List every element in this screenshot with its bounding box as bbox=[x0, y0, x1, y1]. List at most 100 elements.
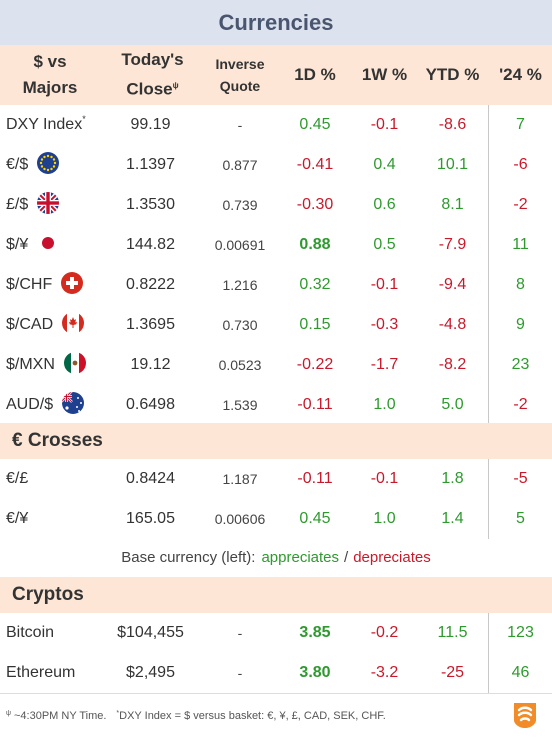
table-row: £/$ 1.3530 0.739 -0.30 0.6 8.1 -2 bbox=[0, 185, 552, 225]
crosses-section-header: € Crosses bbox=[0, 423, 552, 459]
col-header-1w: 1W % bbox=[361, 65, 408, 84]
row-label: AUD/$ bbox=[6, 396, 54, 413]
change-2024: 123 bbox=[507, 624, 534, 641]
inverse-value: 1.216 bbox=[222, 277, 258, 293]
change-1w: -3.2 bbox=[370, 664, 399, 681]
table-row: Ethereum $2,495 - 3.80 -3.2 -25 46 bbox=[0, 653, 552, 693]
close-value: 0.8222 bbox=[126, 276, 175, 293]
footer-note: ψ ~4:30PM NY Time. * DXY Index = $ versu… bbox=[6, 709, 386, 723]
canada-flag-icon bbox=[61, 311, 85, 340]
inverse-value: 1.187 bbox=[222, 471, 258, 487]
change-2024: -2 bbox=[513, 196, 528, 213]
change-2024: -2 bbox=[513, 396, 528, 413]
change-1d: 3.80 bbox=[299, 664, 331, 681]
table-row: $/MXN 19.12 0.0523 -0.22 -1.7 -8.2 23 bbox=[0, 345, 552, 385]
change-ytd: -9.4 bbox=[438, 276, 467, 293]
row-label: $/CHF bbox=[6, 276, 53, 293]
change-ytd: -4.8 bbox=[438, 316, 467, 333]
table-row: €/$ 1.1397 0.877 -0.41 0.4 10.1 -6 bbox=[0, 145, 552, 185]
inverse-value: 0.739 bbox=[222, 197, 258, 213]
change-2024: 23 bbox=[511, 356, 530, 373]
change-1d: -0.11 bbox=[297, 396, 333, 413]
mexico-flag-icon bbox=[63, 351, 87, 380]
close-value: 0.6498 bbox=[126, 396, 175, 413]
inverse-value: 0.00606 bbox=[214, 511, 266, 527]
cryptos-section-header: Cryptos bbox=[0, 577, 552, 613]
appreciates-label: appreciates bbox=[261, 548, 340, 566]
row-label: €/£ bbox=[6, 470, 29, 487]
inverse-value: 0.730 bbox=[222, 317, 258, 333]
japan-flag-icon bbox=[36, 231, 60, 260]
change-1w: 0.4 bbox=[373, 156, 396, 173]
change-ytd: 10.1 bbox=[436, 156, 469, 173]
change-1w: 0.6 bbox=[373, 196, 396, 213]
row-label: $/MXN bbox=[6, 356, 55, 373]
close-value: 99.19 bbox=[130, 116, 171, 133]
change-1d: 0.15 bbox=[299, 316, 331, 333]
depreciates-label: depreciates bbox=[353, 548, 431, 566]
australia-flag-icon bbox=[61, 391, 85, 420]
change-ytd: 11.5 bbox=[437, 624, 468, 641]
table-row: €/£ 0.8424 1.187 -0.11 -0.1 1.8 -5 bbox=[0, 459, 552, 499]
change-ytd: 5.0 bbox=[441, 396, 464, 413]
change-1d: 0.45 bbox=[299, 116, 331, 133]
close-value: 1.3530 bbox=[126, 196, 175, 213]
table-row: $/CHF 0.8222 1.216 0.32 -0.1 -9.4 8 bbox=[0, 265, 552, 305]
close-value: $2,495 bbox=[126, 664, 175, 681]
change-ytd: -25 bbox=[440, 664, 465, 681]
row-label: DXY Index bbox=[6, 116, 83, 133]
close-value: 19.12 bbox=[130, 356, 171, 373]
row-label: $/¥ bbox=[6, 236, 29, 253]
change-2024: 9 bbox=[516, 316, 525, 333]
change-1d: 0.32 bbox=[299, 276, 331, 293]
change-1d: 0.88 bbox=[299, 236, 331, 253]
change-1w: -0.1 bbox=[370, 116, 399, 133]
change-ytd: 1.8 bbox=[441, 470, 464, 487]
legend-note: Base currency (left): appreciates / depr… bbox=[121, 548, 431, 566]
close-value: 1.1397 bbox=[126, 156, 175, 173]
change-1d: -0.22 bbox=[296, 356, 334, 373]
row-label: $/CAD bbox=[6, 316, 54, 333]
column-divider bbox=[488, 459, 489, 539]
row-label: €/$ bbox=[6, 156, 29, 173]
col-header-24: '24 % bbox=[499, 65, 542, 84]
change-2024: 8 bbox=[516, 276, 525, 293]
table-row: $/CAD 1.3695 0.730 0.15 -0.3 -4.8 9 bbox=[0, 305, 552, 345]
row-label: Ethereum bbox=[6, 664, 76, 681]
change-1w: -0.1 bbox=[370, 470, 399, 487]
column-divider bbox=[488, 105, 489, 425]
inverse-value: 0.0523 bbox=[218, 357, 262, 373]
col-header-inverse: Inverse Quote bbox=[215, 56, 265, 94]
col-header-close: Today's Closeψ bbox=[121, 50, 184, 99]
change-1w: 1.0 bbox=[373, 510, 396, 527]
change-2024: 5 bbox=[516, 510, 525, 527]
uk-flag-icon bbox=[36, 191, 60, 220]
change-2024: -6 bbox=[513, 156, 528, 173]
close-value: 144.82 bbox=[126, 236, 175, 253]
table-row: €/¥ 165.05 0.00606 0.45 1.0 1.4 5 bbox=[0, 499, 552, 539]
change-2024: -5 bbox=[513, 470, 528, 487]
close-value: $104,455 bbox=[117, 624, 184, 641]
change-1d: 3.85 bbox=[299, 624, 331, 641]
row-label: Bitcoin bbox=[6, 624, 55, 641]
change-1w: -0.1 bbox=[370, 276, 399, 293]
col-header-name: $ vs Majors bbox=[22, 52, 78, 97]
brand-logo-icon bbox=[510, 700, 540, 730]
close-value: 1.3695 bbox=[126, 316, 175, 333]
change-1d: 0.45 bbox=[299, 510, 331, 527]
table-row: Bitcoin $104,455 - 3.85 -0.2 11.5 123 bbox=[0, 613, 552, 653]
row-label: €/¥ bbox=[6, 510, 29, 527]
table-row: $/¥ 144.82 0.00691 0.88 0.5 -7.9 11 bbox=[0, 225, 552, 265]
change-ytd: -8.6 bbox=[438, 116, 467, 133]
change-1d: -0.11 bbox=[297, 470, 333, 487]
change-ytd: -7.9 bbox=[438, 236, 467, 253]
change-ytd: 1.4 bbox=[441, 510, 464, 527]
change-1w: -1.7 bbox=[370, 356, 399, 373]
column-divider bbox=[488, 613, 489, 693]
footer-divider bbox=[0, 693, 552, 694]
col-header-1d: 1D % bbox=[294, 65, 336, 84]
swiss-flag-icon bbox=[60, 271, 84, 300]
inverse-value: 0.00691 bbox=[214, 237, 266, 253]
title-bar: Currencies bbox=[0, 0, 552, 45]
change-2024: 46 bbox=[511, 664, 530, 681]
